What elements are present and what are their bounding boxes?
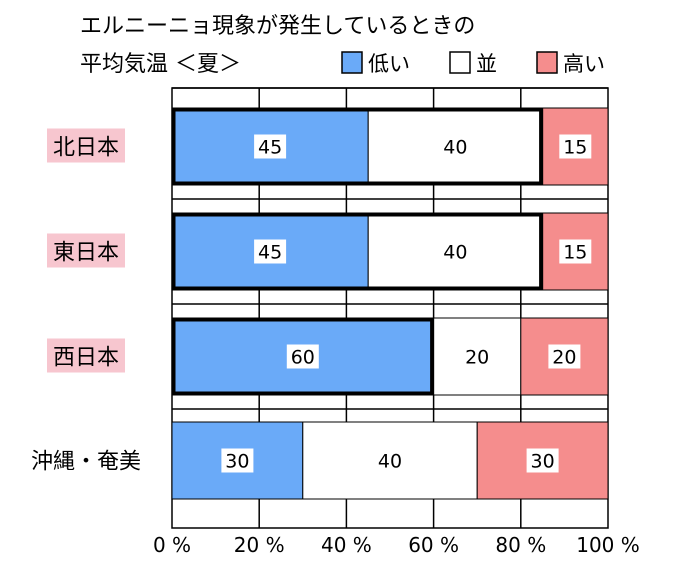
category-highlight [47, 233, 125, 268]
value-label-bg [221, 448, 254, 473]
value-label-bg [439, 239, 472, 264]
value-label-bg [286, 344, 319, 369]
value-label-2-1: 20 [465, 347, 489, 369]
labels-layer: 45 40 15 北日本 45 40 15 東日本 60 20 20 西日本 30 40 30 沖縄・奄美 [31, 128, 592, 475]
value-label-bg [439, 134, 472, 159]
value-label-bg [374, 448, 406, 473]
value-label-1-0: 45 [258, 242, 282, 264]
x-tick-label-100: 100 % [576, 533, 640, 557]
x-tick-label-40: 40 % [321, 533, 372, 557]
emphasis-outline-1 [171, 212, 544, 291]
value-label-bg [559, 239, 592, 264]
chart-title-line1: エルニーニョ現象が発生しているときの [80, 14, 475, 39]
category-label-3: 沖縄・奄美 [31, 450, 141, 475]
value-label-0-0: 45 [258, 137, 282, 159]
value-label-2-0: 60 [291, 347, 315, 369]
category-label-1: 東日本 [53, 241, 119, 266]
emphasis-outline-0 [171, 107, 544, 186]
value-label-bg [254, 239, 287, 264]
x-tick-label-60: 60 % [408, 533, 459, 557]
category-label-2: 西日本 [53, 346, 119, 371]
category-highlight [47, 338, 125, 373]
value-label-3-1: 40 [378, 451, 402, 473]
legend-swatch-2 [536, 51, 558, 74]
category-highlight [47, 128, 125, 163]
value-label-0-1: 40 [443, 137, 467, 159]
value-label-1-2: 15 [563, 242, 587, 264]
value-label-0-2: 15 [563, 137, 587, 159]
x-tick-label-80: 80 % [495, 533, 546, 557]
value-label-bg [461, 344, 494, 369]
value-label-2-2: 20 [552, 347, 576, 369]
emphasis-outline-2 [171, 317, 435, 396]
x-tick-label-0: 0 % [153, 533, 191, 557]
legend-label-1: 並 [476, 52, 497, 76]
legend-label-2: 高い [563, 52, 605, 76]
value-label-bg [559, 134, 592, 159]
value-label-bg [254, 134, 287, 159]
value-label-bg [526, 448, 559, 473]
value-label-3-0: 30 [225, 451, 249, 473]
value-label-1-1: 40 [443, 242, 467, 264]
legend-swatch-0 [341, 51, 363, 74]
legend-label-0: 低い [368, 52, 410, 76]
ticks-layer: 0 % 20 % 40 % 60 % 80 % 100 % [153, 533, 640, 557]
legend: 低い 並 高い [341, 51, 605, 76]
value-label-bg [548, 344, 581, 369]
chart-title-line2: 平均気温 ＜夏＞ [80, 52, 241, 77]
bars-layer [171, 107, 609, 500]
category-label-0: 北日本 [53, 136, 119, 161]
legend-swatch-1 [449, 51, 471, 74]
x-tick-label-20: 20 % [234, 533, 285, 557]
value-label-3-2: 30 [531, 451, 555, 473]
